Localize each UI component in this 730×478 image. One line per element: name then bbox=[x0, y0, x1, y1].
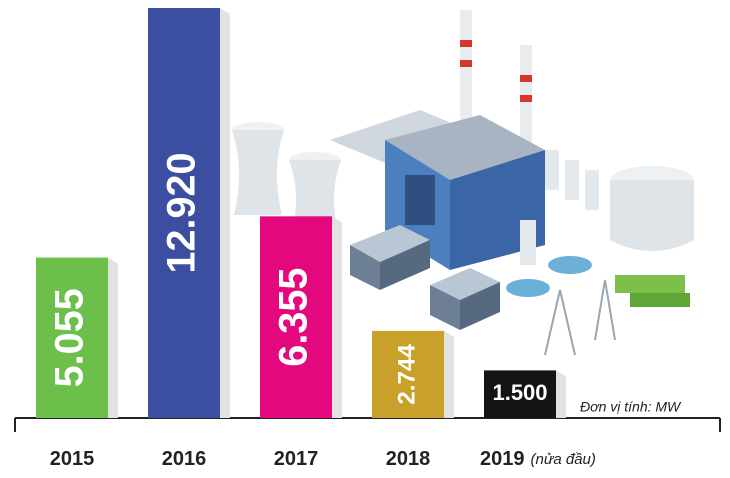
value-label: 1.500 bbox=[492, 380, 547, 405]
bar-shadow bbox=[556, 370, 566, 418]
x-tick-label: 2018 bbox=[386, 448, 431, 470]
category-year: 2017 bbox=[274, 448, 319, 470]
unit-label: Đơn vị tính: MW bbox=[580, 399, 682, 415]
bar bbox=[484, 370, 556, 418]
category-year: 2016 bbox=[162, 448, 207, 470]
bar bbox=[36, 257, 108, 418]
bar bbox=[372, 330, 444, 418]
x-tick-label: 2015 bbox=[50, 448, 95, 470]
bar-shadow bbox=[108, 257, 118, 418]
x-tick-label: 2019 (nửa đầu) bbox=[480, 448, 596, 470]
category-year: 2019 bbox=[480, 448, 525, 470]
value-label: 12.920 bbox=[159, 152, 203, 273]
value-label: 6.355 bbox=[271, 268, 315, 367]
x-tick-label: 2016 bbox=[162, 448, 207, 470]
category-year: 2018 bbox=[386, 448, 431, 470]
value-label: 2.744 bbox=[393, 344, 420, 405]
power-plant-illustration bbox=[232, 10, 694, 356]
bar-shadow bbox=[444, 330, 454, 418]
bar bbox=[148, 8, 220, 418]
value-label: 5.055 bbox=[47, 288, 91, 387]
bar bbox=[260, 216, 332, 418]
category-note: (nửa đầu) bbox=[531, 451, 596, 468]
x-tick-label: 2017 bbox=[274, 448, 319, 470]
category-year: 2015 bbox=[50, 448, 95, 470]
bar-shadow bbox=[220, 8, 230, 418]
bar-shadow bbox=[332, 216, 342, 418]
